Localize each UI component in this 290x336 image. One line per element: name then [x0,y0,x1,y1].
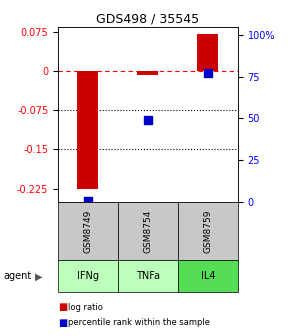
Text: agent: agent [3,271,31,281]
Bar [197,34,218,71]
Text: IFNg: IFNg [77,271,99,281]
Text: ■: ■ [58,318,67,328]
Text: GSM8754: GSM8754 [143,209,153,253]
Point [146,117,150,123]
Text: GSM8759: GSM8759 [203,209,212,253]
Bar [137,71,158,75]
Text: ▶: ▶ [35,271,43,281]
Text: GSM8749: GSM8749 [84,209,93,253]
Text: log ratio: log ratio [68,303,103,312]
Point [86,198,90,204]
Text: TNFa: TNFa [136,271,160,281]
Title: GDS498 / 35545: GDS498 / 35545 [96,13,200,26]
Text: percentile rank within the sample: percentile rank within the sample [68,318,210,327]
Text: ■: ■ [58,302,67,312]
Text: IL4: IL4 [201,271,215,281]
Point [206,71,210,76]
Bar [77,71,98,188]
